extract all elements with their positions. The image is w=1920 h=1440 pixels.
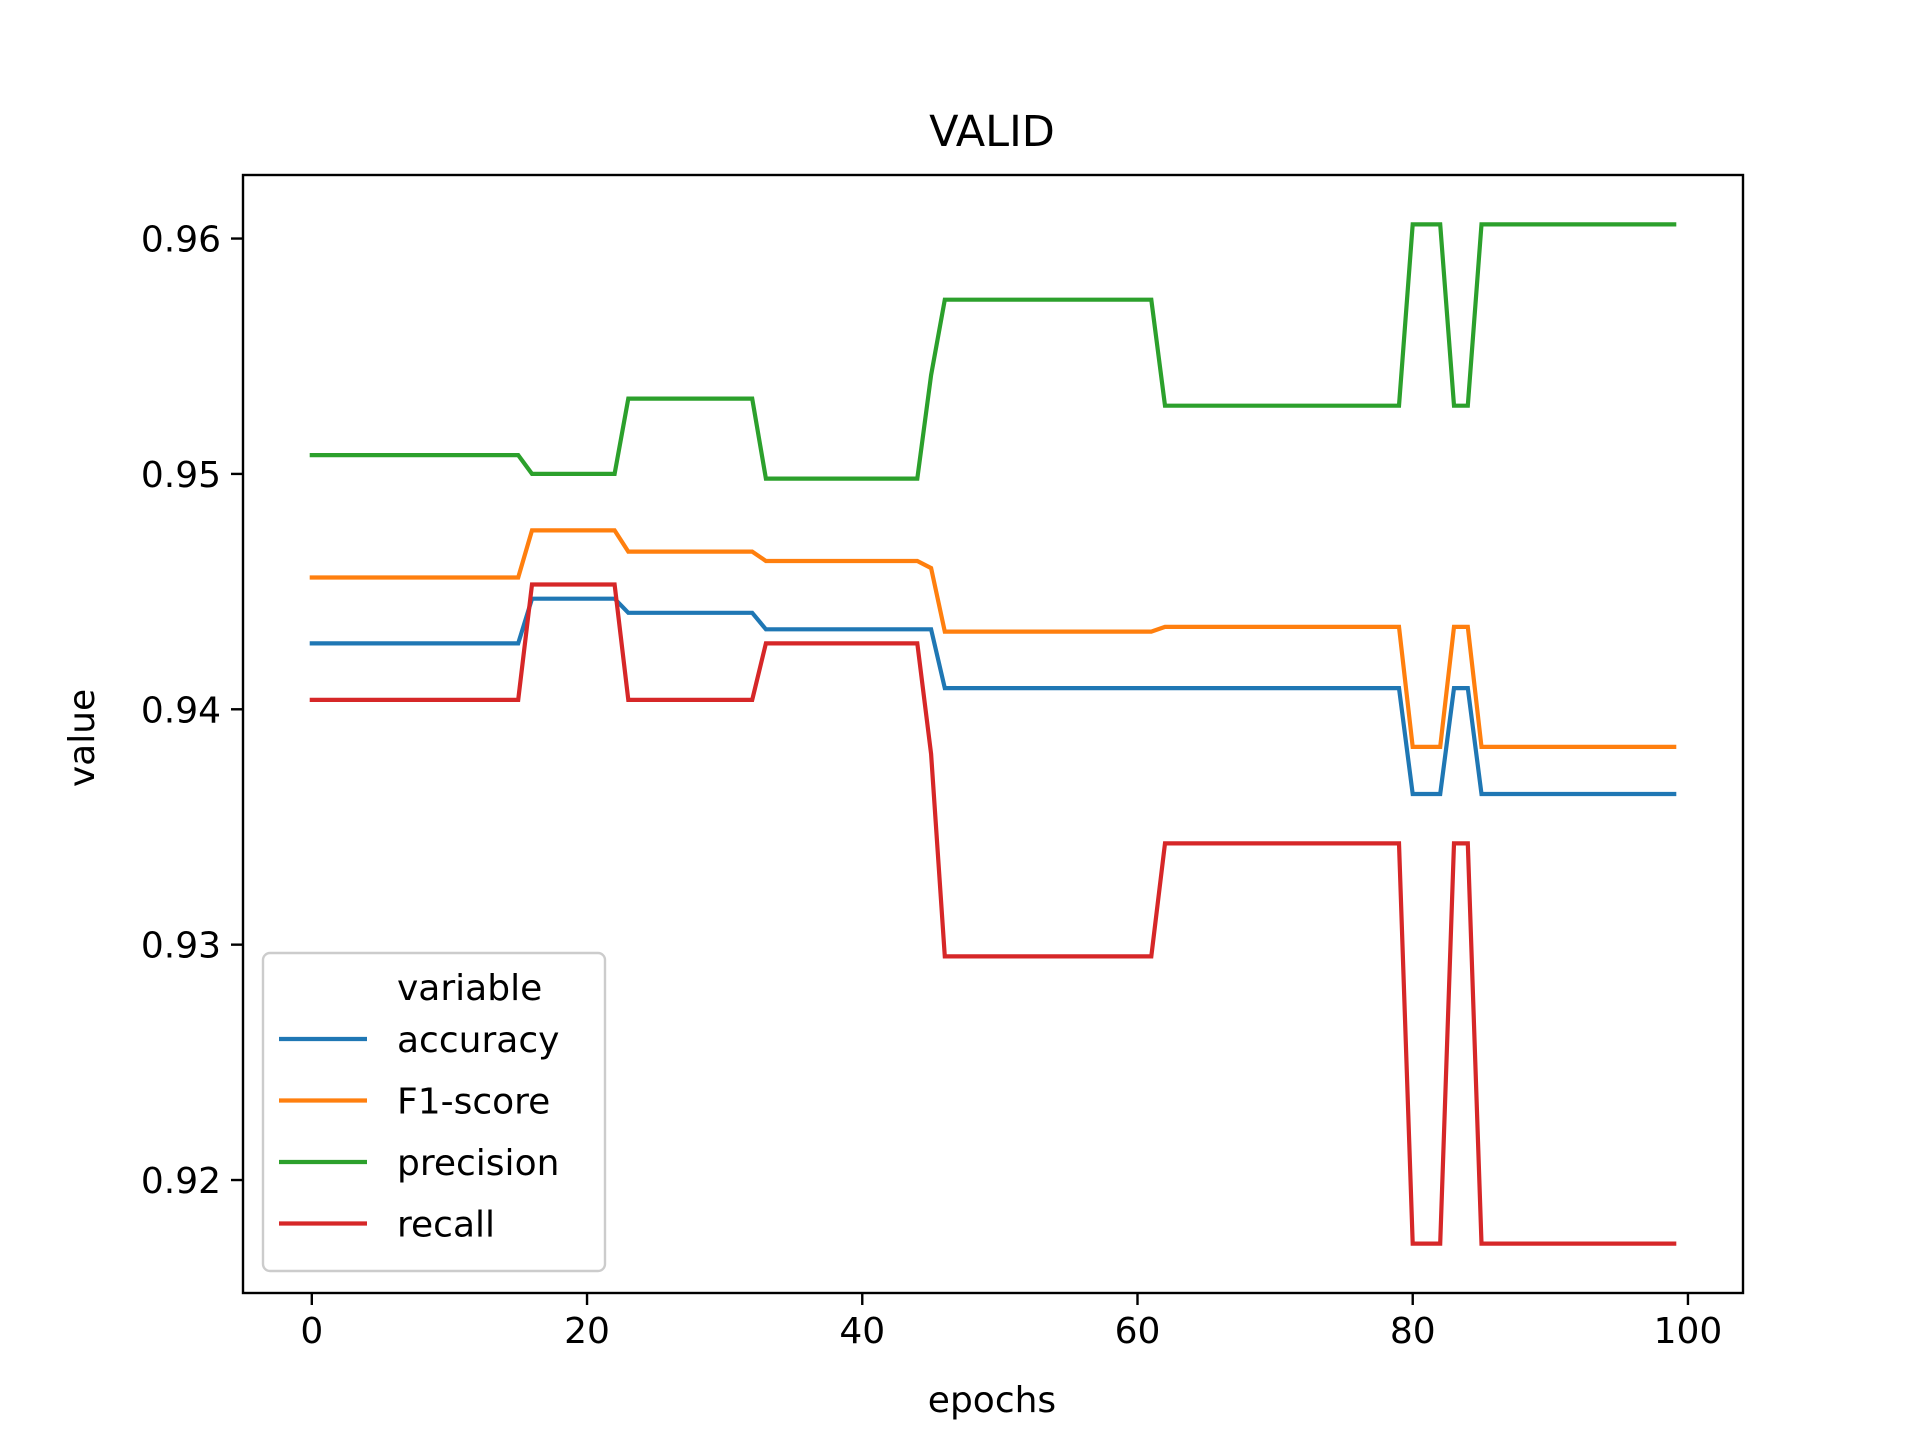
series-line-recall xyxy=(309,582,1677,1246)
series-layer xyxy=(309,222,1677,1246)
y-tick-label: 0.95 xyxy=(141,455,221,496)
y-tick-label: 0.92 xyxy=(141,1161,221,1202)
legend-title: variable xyxy=(397,968,542,1009)
x-tick-label: 40 xyxy=(839,1311,885,1352)
x-tick-label: 60 xyxy=(1115,1311,1161,1352)
x-tick-label: 80 xyxy=(1390,1311,1436,1352)
y-axis-label: value xyxy=(62,689,103,787)
legend: variable accuracy F1-score precision recall xyxy=(261,951,607,1273)
legend-box xyxy=(261,951,607,1273)
y-tick-label: 0.96 xyxy=(141,220,221,261)
series-line-accuracy xyxy=(309,596,1677,797)
chart-title: VALID xyxy=(929,107,1055,157)
series-line-precision xyxy=(309,222,1677,481)
axes-layer: 0 20 40 60 80 100 0.92 0.93 0.94 0.95 0.96 xyxy=(141,173,1745,1352)
x-tick-label: 100 xyxy=(1654,1311,1723,1352)
y-tick-label: 0.94 xyxy=(141,690,221,731)
y-tick-label: 0.93 xyxy=(141,926,221,967)
plot-frame xyxy=(241,173,1745,1295)
legend-label-precision: precision xyxy=(397,1143,559,1184)
x-tick-label: 20 xyxy=(564,1311,610,1352)
legend-label-accuracy: accuracy xyxy=(397,1020,559,1061)
x-axis-label: epochs xyxy=(928,1380,1056,1421)
legend-label-recall: recall xyxy=(397,1205,495,1246)
x-tick-label: 0 xyxy=(300,1311,323,1352)
series-line-f1-score xyxy=(309,528,1677,749)
legend-label-f1-score: F1-score xyxy=(397,1082,550,1123)
